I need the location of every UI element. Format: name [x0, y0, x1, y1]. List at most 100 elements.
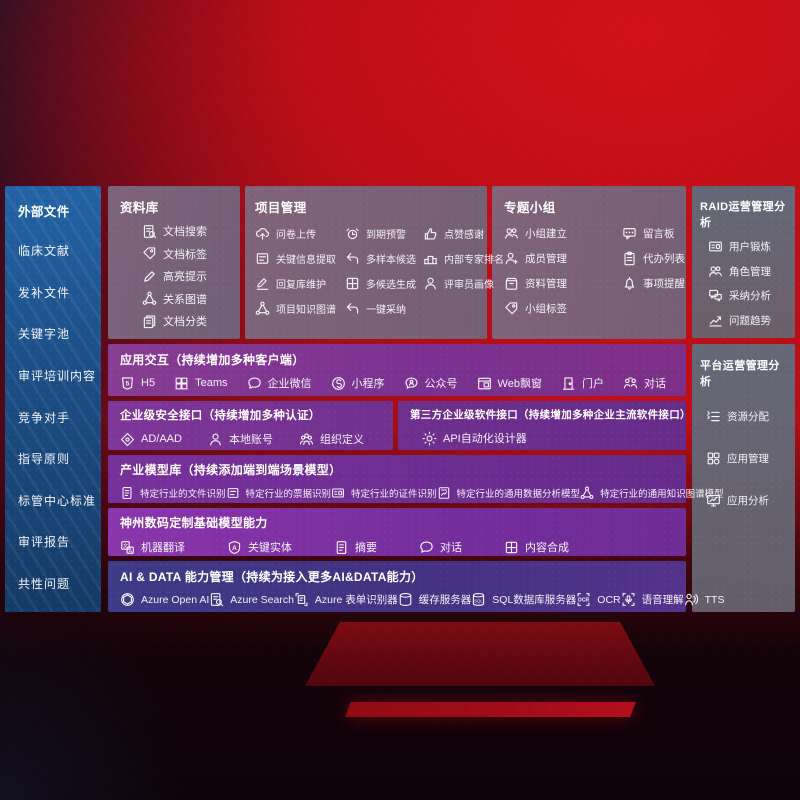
wechat-work-icon [247, 376, 262, 391]
alarm-icon [345, 226, 360, 241]
feature-item[interactable]: 关系图谱 [142, 291, 232, 307]
feature-item[interactable]: 小组标签 [504, 301, 604, 316]
feature-item[interactable]: 特定行业的通用数据分析模型 [437, 486, 580, 500]
feature-item[interactable]: 资源分配 [706, 409, 791, 424]
feature-item[interactable]: 回复库维护 [255, 276, 343, 291]
feature-item[interactable]: 问卷上传 [255, 226, 343, 241]
feature-item[interactable]: 语音理解 [621, 592, 684, 607]
feature-item[interactable]: OCR OCR [577, 593, 621, 606]
panel-project-management: 项目管理 问卷上传 到期预警 点赞感谢 关键信息提取 多样本候选 [245, 186, 504, 339]
sidebar-item[interactable]: 审评培训内容 [18, 368, 97, 383]
archive-box-icon [504, 276, 519, 291]
feature-item[interactable]: 一键采纳 [345, 301, 421, 316]
sidebar-item[interactable]: 竞争对手 [18, 410, 71, 425]
bell-icon [622, 276, 637, 291]
sidebar-item[interactable]: 审评报告 [18, 535, 71, 550]
sidebar-item[interactable]: 标管中心标准 [18, 493, 97, 508]
feature-item[interactable]: TTS [684, 592, 724, 607]
feature-item[interactable]: 对话 [623, 375, 666, 391]
feature-item[interactable]: 特定行业的证件识别 [331, 486, 437, 500]
feature-item[interactable]: 小程序 [331, 375, 385, 391]
feature-item[interactable]: 成员管理 [504, 251, 604, 266]
feature-item[interactable]: 采纳分析 [708, 288, 791, 303]
feature-item[interactable]: 应用管理 [706, 451, 791, 466]
panel-items: 问卷上传 到期预警 点赞感谢 关键信息提取 多样本候选 内部专家排名 [255, 226, 504, 316]
feature-item[interactable]: 到期预警 [345, 226, 421, 241]
sidebar-item[interactable]: 关键字池 [18, 327, 71, 342]
person-icon [423, 276, 438, 291]
feature-item[interactable]: Web飘窗 [477, 375, 542, 391]
feature-item[interactable]: 特定行业的票据识别 [226, 486, 331, 500]
sidebar-item[interactable]: 发补文件 [18, 285, 71, 300]
panel-title: 资料库 [120, 201, 159, 215]
feature-item[interactable]: 组织定义 [299, 431, 364, 447]
official-account-icon [404, 376, 419, 391]
feature-item[interactable]: 文档标签 [142, 246, 232, 262]
feature-item[interactable]: 特定行业的通用知识图谱模型 [580, 486, 724, 500]
feature-item[interactable]: 企业微信 [247, 375, 312, 391]
feature-item[interactable]: 门户 [561, 375, 604, 391]
feature-item[interactable]: 小组建立 [504, 226, 604, 241]
row-title: 产业模型库（持续添加端到端场景模型） [120, 463, 342, 477]
miniprogram-icon [331, 376, 346, 391]
feature-item[interactable]: 多样本候选 [345, 251, 421, 266]
feature-item[interactable]: 摘要 [334, 539, 377, 555]
feature-item[interactable]: 点赞感谢 [423, 226, 504, 241]
feature-item[interactable]: 高亮提示 [142, 268, 232, 284]
feature-item[interactable]: 关键信息提取 [255, 251, 343, 266]
sidebar-item[interactable]: 指导原则 [18, 452, 71, 467]
svg-text:SQL: SQL [474, 598, 483, 603]
doc-classify-icon [142, 314, 157, 329]
feature-item[interactable]: 资料管理 [504, 276, 604, 291]
feature-item[interactable]: SQL SQL数据库服务器 [471, 592, 576, 607]
feature-item[interactable]: 5 H5 [120, 376, 155, 391]
feature-item[interactable]: 事项提醒 [622, 276, 685, 291]
knowledge-graph-icon [580, 486, 594, 500]
feature-item[interactable]: 角色管理 [708, 264, 791, 279]
doc-recognize-icon [120, 486, 134, 500]
row-thirdparty-software: 第三方企业级软件接口（持续增加多种企业主流软件接口） API自动化设计器 [398, 401, 691, 450]
feature-item[interactable]: Azure Open AI [120, 592, 209, 607]
apps-grid-icon [706, 451, 721, 466]
feature-item[interactable]: AD/AAD [120, 432, 182, 447]
feature-item[interactable]: Azure Search [209, 592, 294, 607]
feature-item[interactable]: Azure 表单识别器 [294, 592, 398, 607]
info-extract-icon [255, 251, 270, 266]
tag-icon [142, 246, 157, 261]
feature-item[interactable]: 内容合成 [504, 539, 569, 555]
feature-item[interactable]: 文档搜索 [142, 223, 232, 239]
feature-item[interactable]: 留言板 [622, 226, 685, 241]
tts-voice-icon [684, 592, 699, 607]
feature-item[interactable]: 多候选生成 [345, 276, 421, 291]
portal-person-icon [561, 376, 576, 391]
bbs-board-icon [622, 226, 637, 241]
feature-item[interactable]: 缓存服务器 [398, 592, 471, 607]
feature-item[interactable]: 项目知识图谱 [255, 301, 343, 316]
feature-item[interactable]: 用户锻炼 [708, 239, 791, 254]
sidebar-item[interactable]: 共性问题 [18, 577, 71, 591]
feature-item[interactable]: 评审员画像 [423, 276, 504, 291]
row-enterprise-security: 企业级安全接口（持续增加多种认证） AD/AAD 本地账号 组织定义 [108, 401, 393, 450]
feature-item[interactable]: API自动化设计器 [422, 430, 527, 446]
feature-item[interactable]: 文档分类 [142, 313, 232, 329]
feature-item[interactable]: 代办列表 [622, 251, 685, 266]
feature-item[interactable]: 特定行业的文件识别 [120, 486, 226, 500]
cloud-upload-icon [255, 226, 270, 241]
feature-item[interactable]: A 关键实体 [227, 539, 292, 555]
svg-text:5: 5 [126, 380, 130, 387]
feature-item[interactable]: 对话 [419, 539, 462, 555]
feature-item[interactable]: 公众号 [404, 375, 458, 391]
feature-item[interactable]: 内部专家排名 [423, 251, 504, 266]
todo-clipboard-icon [622, 251, 637, 266]
feature-item[interactable]: Teams [174, 376, 227, 391]
sidebar-item[interactable]: 临床文献 [18, 244, 71, 258]
reply-arrow-icon [345, 251, 360, 266]
sidebar-title: 外部文件 [18, 205, 70, 219]
chat-qa-icon [708, 288, 723, 303]
ranking-icon [423, 251, 438, 266]
feature-item[interactable]: 问题趋势 [708, 313, 791, 328]
feature-item[interactable]: 本地账号 [208, 431, 273, 447]
background-shape [305, 622, 655, 686]
